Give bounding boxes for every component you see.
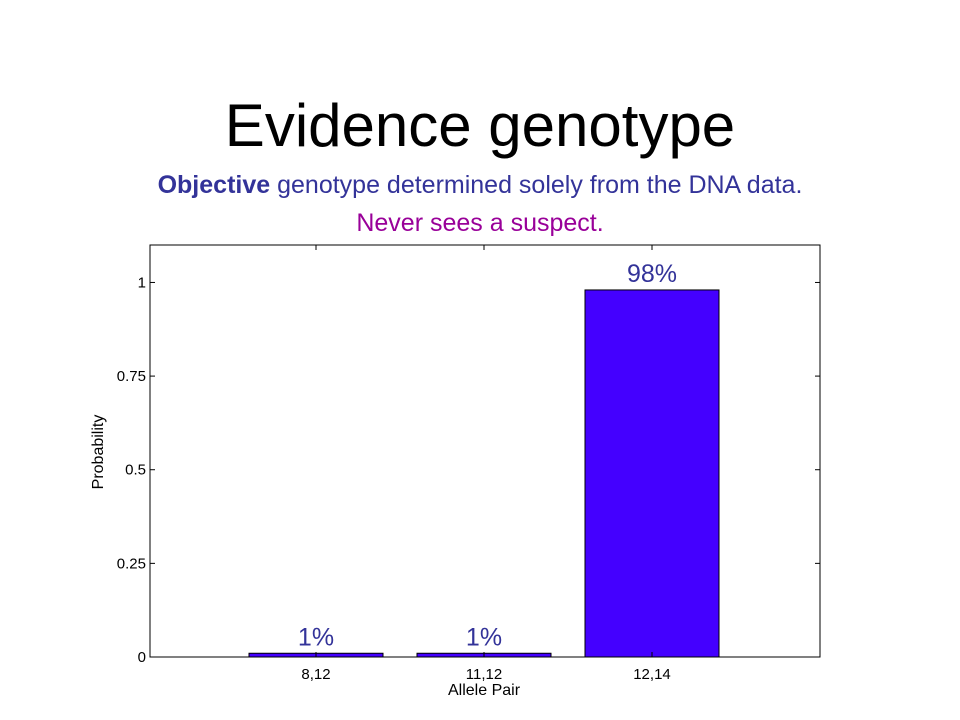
- y-tick-label: 0.25: [117, 555, 146, 572]
- x-tick-label: 12,14: [633, 666, 671, 683]
- slide-title: Evidence genotype: [224, 92, 736, 159]
- y-axis-title: Probability: [90, 415, 107, 490]
- x-tick-label: 8,12: [301, 666, 330, 683]
- data-label-3: 98%: [627, 260, 677, 288]
- y-axis: 0 0.25 0.5 0.75 1: [117, 274, 820, 666]
- bar-3: [584, 289, 720, 658]
- subtitle-rest: genotype determined solely from the DNA …: [270, 171, 803, 199]
- x-axis-title: Allele Pair: [448, 682, 521, 699]
- bars-group: [248, 289, 720, 658]
- data-labels-group: 1% 1% 98%: [298, 260, 677, 651]
- data-label-1: 1%: [298, 623, 334, 651]
- subtitle-line-1: Objective genotype determined solely fro…: [0, 169, 960, 201]
- subtitle-line-2: Never sees a suspect.: [356, 209, 604, 237]
- y-tick-label: 1: [138, 274, 146, 291]
- y-tick-label: 0: [138, 649, 146, 666]
- y-tick-label: 0.5: [125, 462, 146, 479]
- y-tick-label: 0.75: [117, 368, 146, 385]
- subtitle-emphasis: Objective: [157, 171, 271, 199]
- data-label-2: 1%: [466, 623, 502, 651]
- x-tick-label: 11,12: [466, 666, 502, 683]
- x-axis: 8,12 11,12 12,14: [301, 245, 671, 683]
